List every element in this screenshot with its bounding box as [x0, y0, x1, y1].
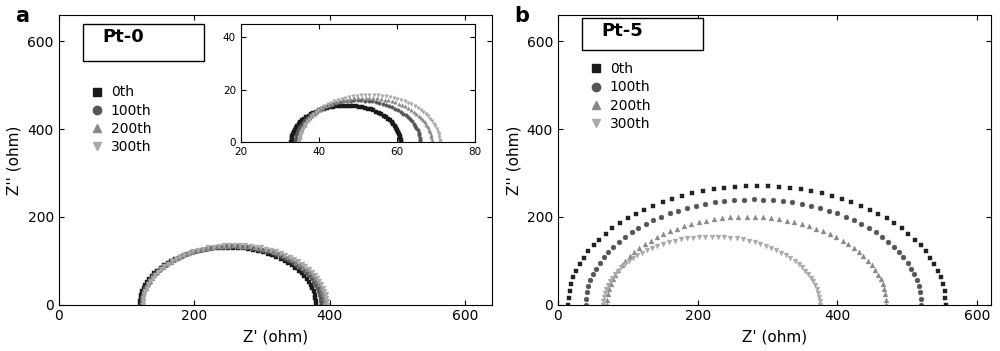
Legend: 0th, 100th, 200th, 300th: 0th, 100th, 200th, 300th: [582, 57, 656, 136]
Text: Pt-0: Pt-0: [102, 28, 144, 46]
Y-axis label: Z'' (ohm): Z'' (ohm): [7, 125, 22, 194]
Text: Pt-5: Pt-5: [601, 22, 643, 40]
X-axis label: Z' (ohm): Z' (ohm): [243, 329, 308, 344]
Bar: [83, 24, 204, 61]
Text: a: a: [15, 6, 29, 26]
Bar: [582, 18, 703, 50]
X-axis label: Z' (ohm): Z' (ohm): [742, 329, 807, 344]
Text: b: b: [514, 6, 529, 26]
Legend: 0th, 100th, 200th, 300th: 0th, 100th, 200th, 300th: [83, 80, 157, 159]
Y-axis label: Z'' (ohm): Z'' (ohm): [506, 125, 521, 194]
